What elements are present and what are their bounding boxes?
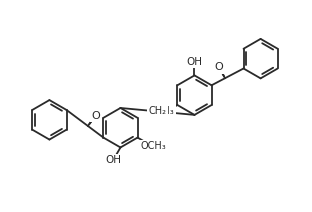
Text: O: O bbox=[91, 111, 100, 121]
Text: OH: OH bbox=[105, 155, 122, 165]
Text: O: O bbox=[215, 62, 223, 72]
Text: OCH₃: OCH₃ bbox=[140, 141, 166, 151]
Text: CH₂: CH₂ bbox=[149, 106, 167, 116]
Text: OH: OH bbox=[187, 57, 202, 67]
Text: OCH₃: OCH₃ bbox=[149, 106, 175, 116]
